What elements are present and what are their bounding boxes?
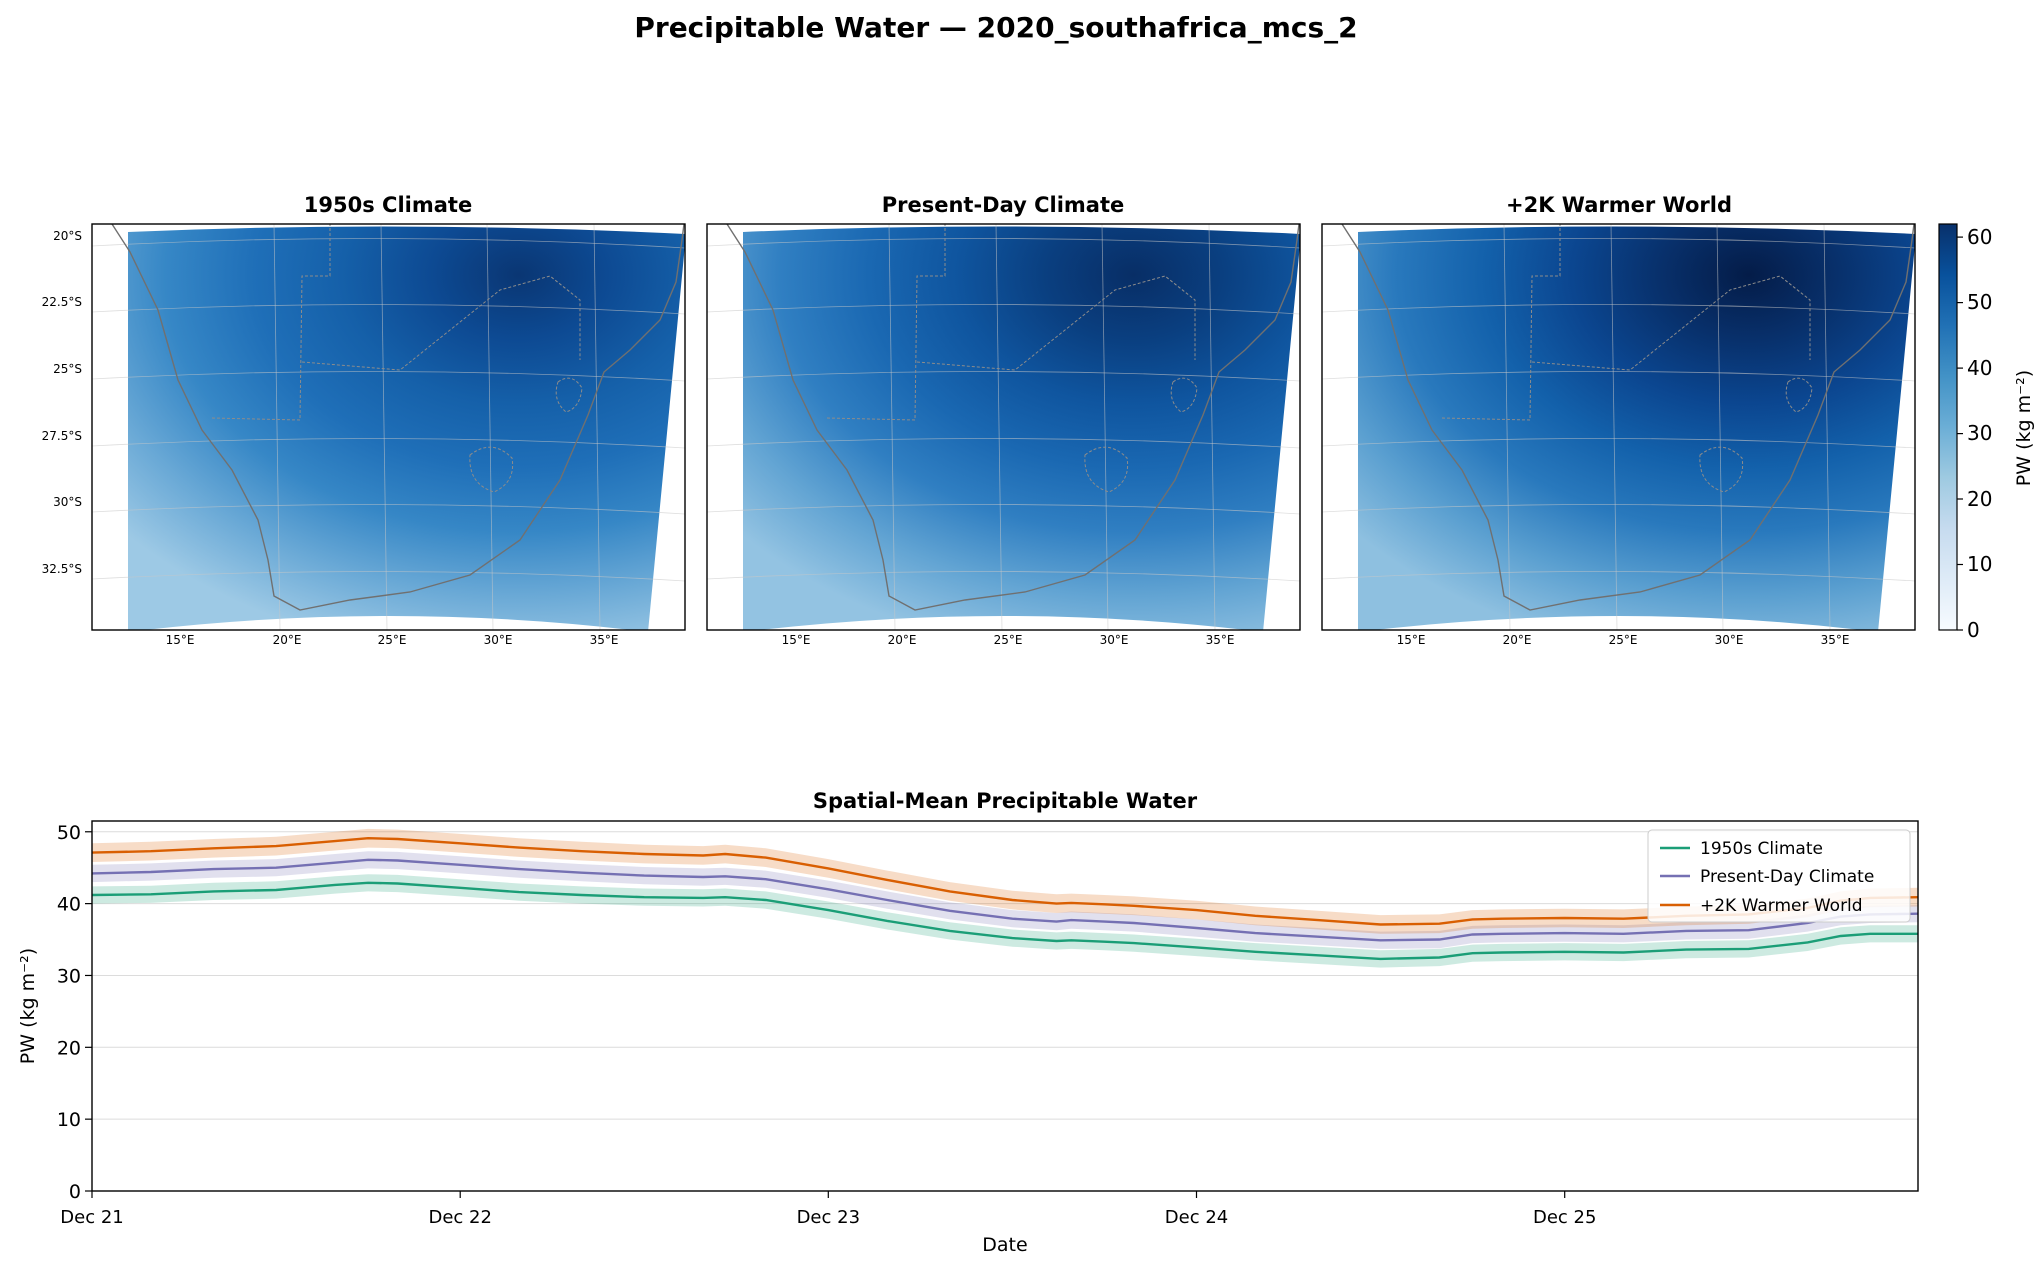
lon-label: 35°E [1206,633,1235,647]
border-line [211,224,331,421]
lon-label: 25°E [994,633,1023,647]
series-band [92,874,1918,968]
lon-label: 25°E [1609,633,1638,647]
series-line [91,858,1919,942]
pw-field [1358,226,1915,630]
lon-label: 30°E [1100,633,1129,647]
chart-x-ticks: Dec 21 Dec 22 Dec 23 Dec 24 Dec 25 [60,1191,1596,1228]
y-tick-label: 20 [57,1037,81,1059]
colorbar-tick-label: 10 [1967,552,1992,576]
chart-gridlines [92,831,1918,1120]
map-title-plus2k: +2K Warmer World [1506,193,1732,217]
pw-field [128,226,685,630]
colorbar-tick-label: 30 [1967,421,1992,445]
colorbar-tick-label: 20 [1967,487,1992,511]
lon-label: 35°E [1821,633,1850,647]
lon-label: 30°E [1715,633,1744,647]
colorbar-gradient [1938,223,1958,631]
lat-label: 22.5°S [42,295,82,309]
legend-label: 1950s Climate [1700,839,1823,859]
lon-label: 20°E [888,633,917,647]
border-line [916,275,1196,371]
latitude-labels: 20°S 22.5°S 25°S 27.5°S 30°S 32.5°S [42,229,82,576]
y-tick-label: 50 [57,822,81,844]
border-line [1531,275,1811,371]
lat-label: 25°S [53,362,82,376]
eswatini-border [1170,377,1198,413]
colorbar-tick-labels: 0 10 20 30 40 50 60 [1967,225,1992,642]
legend-label: +2K Warmer World [1700,896,1863,916]
eswatini-border [1785,377,1813,413]
legend-box [1647,829,1911,923]
chart-plot-frame [91,820,1919,1192]
x-tick-label: Dec 24 [1165,1207,1228,1228]
map-frame [91,223,686,631]
chart-x-axis-label: Date [982,1234,1027,1256]
border-line [826,224,946,421]
lon-label: 15°E [166,633,195,647]
chart-y-axis-label: PW (kg m⁻²) [17,948,39,1064]
lesotho-border [1699,446,1744,493]
lon-label: 15°E [1397,633,1426,647]
y-tick-label: 0 [69,1181,81,1203]
lat-label: 32.5°S [42,562,82,576]
chart-title: Spatial-Mean Precipitable Water [813,789,1198,813]
lon-label: 30°E [484,633,513,647]
legend-label: Present-Day Climate [1700,867,1874,887]
x-tick-label: Dec 22 [428,1207,491,1228]
coastline [1341,224,1915,611]
x-tick-label: Dec 23 [797,1207,860,1228]
lat-label: 30°S [53,495,82,509]
colorbar: 0 10 20 30 40 50 60 PW (kg m⁻²) [1938,223,2035,642]
coastline [726,224,1300,611]
figure-suptitle: Precipitable Water — 2020_southafrica_mc… [634,11,1357,44]
colorbar-tick-label: 60 [1967,225,1992,249]
lon-label: 20°E [1503,633,1532,647]
map-frame [706,223,1301,631]
coastline [111,224,685,611]
x-tick-label: Dec 25 [1533,1207,1596,1228]
series-band [92,828,1918,934]
series-line [91,836,1919,926]
colorbar-tick-label: 50 [1967,290,1992,314]
map-frame [1321,223,1916,631]
colorbar-tick-label: 0 [1967,618,1980,642]
chart-y-ticks: 0 10 20 30 40 50 [57,822,92,1203]
chart-lines [91,836,1919,961]
longitude-labels-present-day: 15°E 20°E 25°E 30°E 35°E [782,633,1235,647]
colorbar-label: PW (kg m⁻²) [2013,370,2035,486]
map-panel [91,223,686,631]
map-panels [91,223,1916,631]
longitude-labels-1950s: 15°E 20°E 25°E 30°E 35°E [166,633,619,647]
lesotho-border [1084,446,1129,493]
lon-label: 20°E [273,633,302,647]
chart-bands [92,828,1918,968]
colorbar-ticks [1957,236,1963,631]
map-panel [706,223,1301,631]
border-line [301,275,581,371]
y-tick-label: 30 [57,965,81,987]
y-tick-label: 40 [57,894,81,916]
lon-label: 25°E [378,633,407,647]
lesotho-border [469,446,514,493]
border-line [1441,224,1561,421]
lon-label: 15°E [782,633,811,647]
eswatini-border [555,377,583,413]
x-tick-label: Dec 21 [60,1207,123,1228]
longitude-labels-plus2k: 15°E 20°E 25°E 30°E 35°E [1397,633,1850,647]
colorbar-tick-label: 40 [1967,356,1992,380]
lat-label: 27.5°S [42,429,82,443]
map-title-1950s: 1950s Climate [304,193,472,217]
y-tick-label: 10 [57,1109,81,1131]
series-band [92,851,1918,949]
map-title-present-day: Present-Day Climate [882,193,1125,217]
lon-label: 35°E [590,633,619,647]
pw-field [743,226,1300,630]
chart-legend: 1950s Climate Present-Day Climate +2K Wa… [1647,829,1911,923]
lat-label: 20°S [53,229,82,243]
series-line [91,881,1918,961]
line-chart: Spatial-Mean Precipitable Water 0 10 20 30 4… [17,789,1919,1256]
map-panel [1321,223,1916,631]
